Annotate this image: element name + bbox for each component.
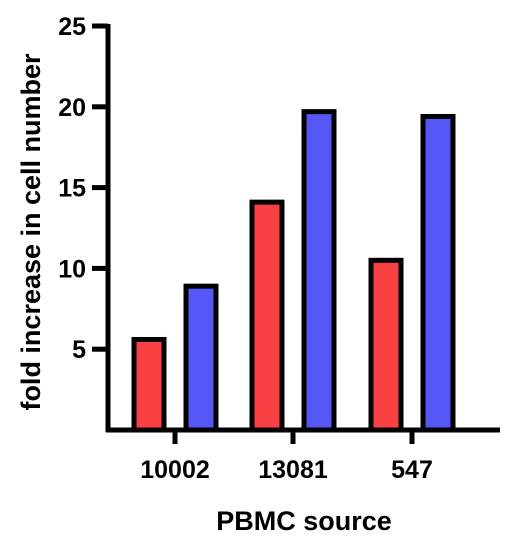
bar-547-series-1 [368,257,404,433]
bar-547-series-2 [420,113,456,433]
y-tick-label: 10 [58,255,86,283]
bar-10002-series-1 [131,337,167,433]
x-axis-title: PBMC source [216,506,392,536]
bar-10002-series-2 [183,283,219,433]
y-tick-label: 5 [72,336,86,364]
bars-layer [131,109,456,433]
bar-13081-series-1 [249,199,285,433]
y-tick-label: 25 [58,13,86,41]
x-tick-label-13081: 13081 [258,456,328,484]
y-ticks: 5 10 15 20 25 [58,13,108,364]
y-tick-label: 20 [58,94,86,122]
x-ticks: 10002 13081 547 [140,430,433,484]
x-tick-label-10002: 10002 [140,456,210,484]
y-tick-label: 15 [58,175,86,203]
axes-layer [105,24,500,433]
y-axis-title: fold increase in cell number [16,53,46,411]
bar-13081-series-2 [301,109,337,433]
x-tick-label-547: 547 [391,456,433,484]
